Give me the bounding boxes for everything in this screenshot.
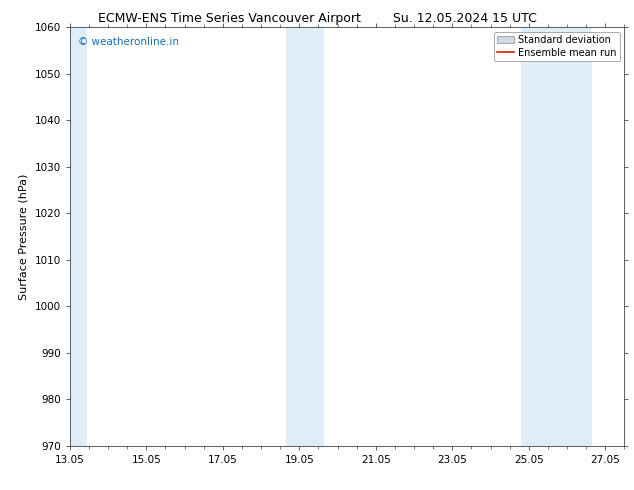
Bar: [66, 27, 87, 446]
Legend: Standard deviation, Ensemble mean run: Standard deviation, Ensemble mean run: [494, 32, 619, 61]
Y-axis label: Surface Pressure (hPa): Surface Pressure (hPa): [19, 173, 29, 299]
Text: ECMW-ENS Time Series Vancouver Airport        Su. 12.05.2024 15 UTC: ECMW-ENS Time Series Vancouver Airport S…: [98, 12, 536, 25]
Bar: [521, 27, 592, 446]
Bar: [286, 27, 324, 446]
Text: © weatheronline.in: © weatheronline.in: [78, 37, 179, 48]
